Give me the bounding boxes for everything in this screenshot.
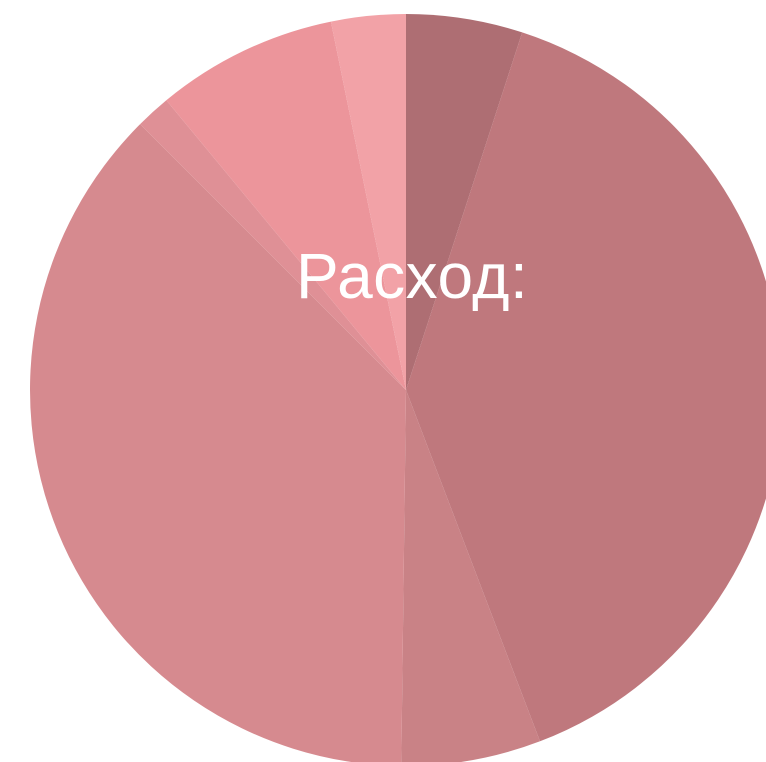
pie-slice-1 bbox=[406, 14, 523, 390]
pie-slice-2 bbox=[406, 32, 766, 742]
pie-slice-6 bbox=[166, 21, 406, 390]
chart-title: Расход: bbox=[296, 240, 529, 312]
pie-slice-7 bbox=[330, 13, 406, 390]
pie-slice-4 bbox=[30, 124, 406, 762]
pie-slice-3 bbox=[401, 390, 541, 762]
pie-slice-5 bbox=[140, 100, 406, 390]
